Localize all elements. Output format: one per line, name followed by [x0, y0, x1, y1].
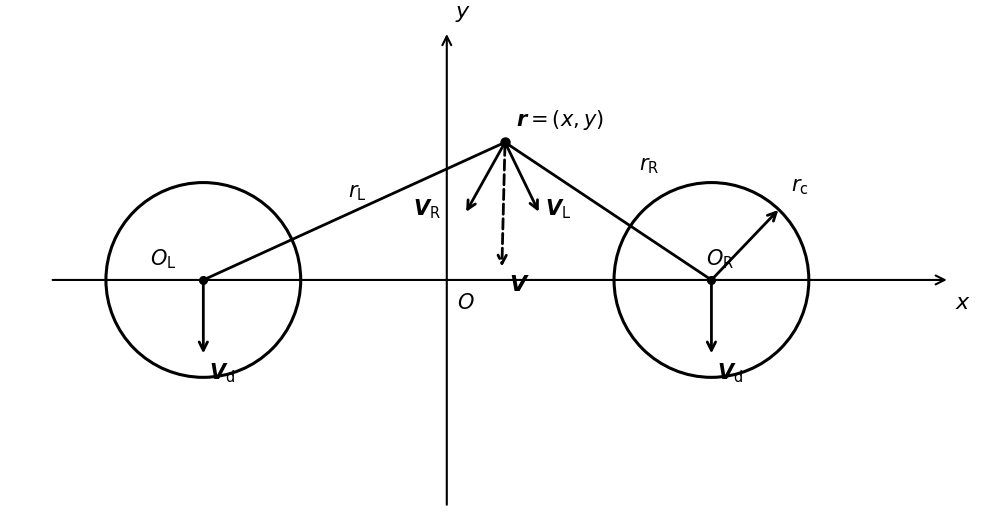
Text: $\boldsymbol{r} = (x, y)$: $\boldsymbol{r} = (x, y)$: [516, 108, 603, 132]
Text: $\boldsymbol{V}_{\rm d}$: $\boldsymbol{V}_{\rm d}$: [717, 361, 743, 385]
Text: $\boldsymbol{V}_{\rm R}$: $\boldsymbol{V}_{\rm R}$: [413, 197, 441, 221]
Text: $r_{\rm L}$: $r_{\rm L}$: [348, 183, 366, 203]
Text: $\boldsymbol{V}$: $\boldsymbol{V}$: [509, 275, 530, 295]
Text: $\boldsymbol{V}_{\rm L}$: $\boldsymbol{V}_{\rm L}$: [545, 197, 572, 221]
Text: $O$: $O$: [457, 293, 475, 313]
Text: $O_{\rm L}$: $O_{\rm L}$: [150, 248, 176, 271]
Text: $y$: $y$: [455, 4, 471, 24]
Text: $x$: $x$: [955, 293, 971, 313]
Text: $r_{\rm R}$: $r_{\rm R}$: [639, 156, 660, 176]
Text: $\boldsymbol{V}_{\rm d}$: $\boldsymbol{V}_{\rm d}$: [209, 361, 235, 385]
Text: $O_{\rm R}$: $O_{\rm R}$: [706, 248, 734, 271]
Text: $r_{\rm c}$: $r_{\rm c}$: [791, 177, 808, 197]
